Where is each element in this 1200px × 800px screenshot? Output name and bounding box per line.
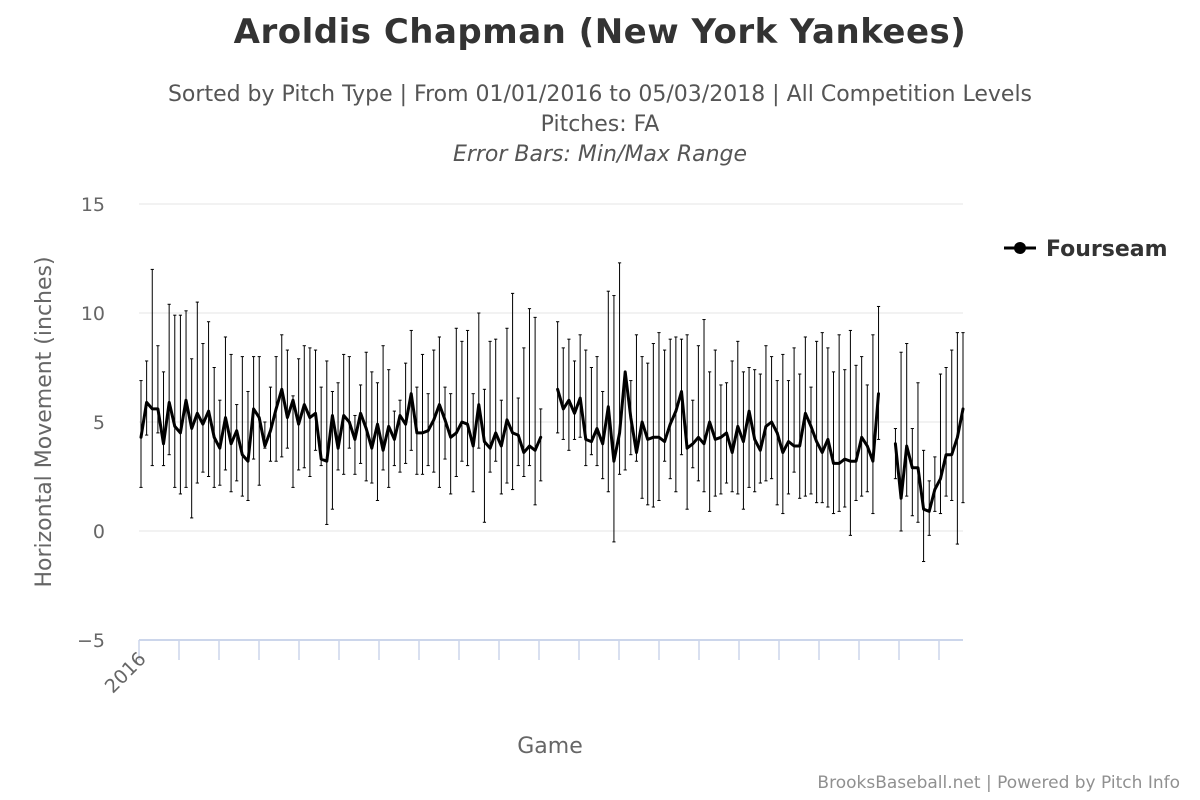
legend[interactable]: Fourseam <box>1004 237 1168 262</box>
y-tick-label: 5 <box>93 412 105 434</box>
y-tick-label: 0 <box>93 521 105 543</box>
x-axis-label: Game <box>517 734 583 759</box>
y-tick-label: 15 <box>81 194 105 216</box>
series-lines <box>139 370 965 513</box>
series-line <box>893 407 965 513</box>
legend-label[interactable]: Fourseam <box>1046 237 1168 262</box>
error-bars <box>139 262 965 563</box>
chart-subtitle-error-bars: Error Bars: Min/Max Range <box>452 142 748 167</box>
chart-subtitle: Sorted by Pitch Type | From 01/01/2016 t… <box>167 82 1033 107</box>
x-tick-label: 2016 <box>101 648 151 698</box>
chart-title: Aroldis Chapman (New York Yankees) <box>233 12 967 52</box>
y-axis-label: Horizontal Movement (inches) <box>32 256 57 587</box>
series-line <box>556 370 880 465</box>
chart-subtitle-pitches: Pitches: FA <box>540 112 660 137</box>
y-axis-ticks: −5 0 5 10 15 <box>77 194 105 652</box>
x-axis: 2016 <box>101 639 963 698</box>
y-tick-label: 10 <box>81 303 105 325</box>
chart-credits[interactable]: BrooksBaseball.net | Powered by Pitch In… <box>817 773 1180 793</box>
legend-marker <box>1014 242 1026 254</box>
series-line <box>139 387 543 463</box>
y-tick-label: −5 <box>77 630 105 652</box>
